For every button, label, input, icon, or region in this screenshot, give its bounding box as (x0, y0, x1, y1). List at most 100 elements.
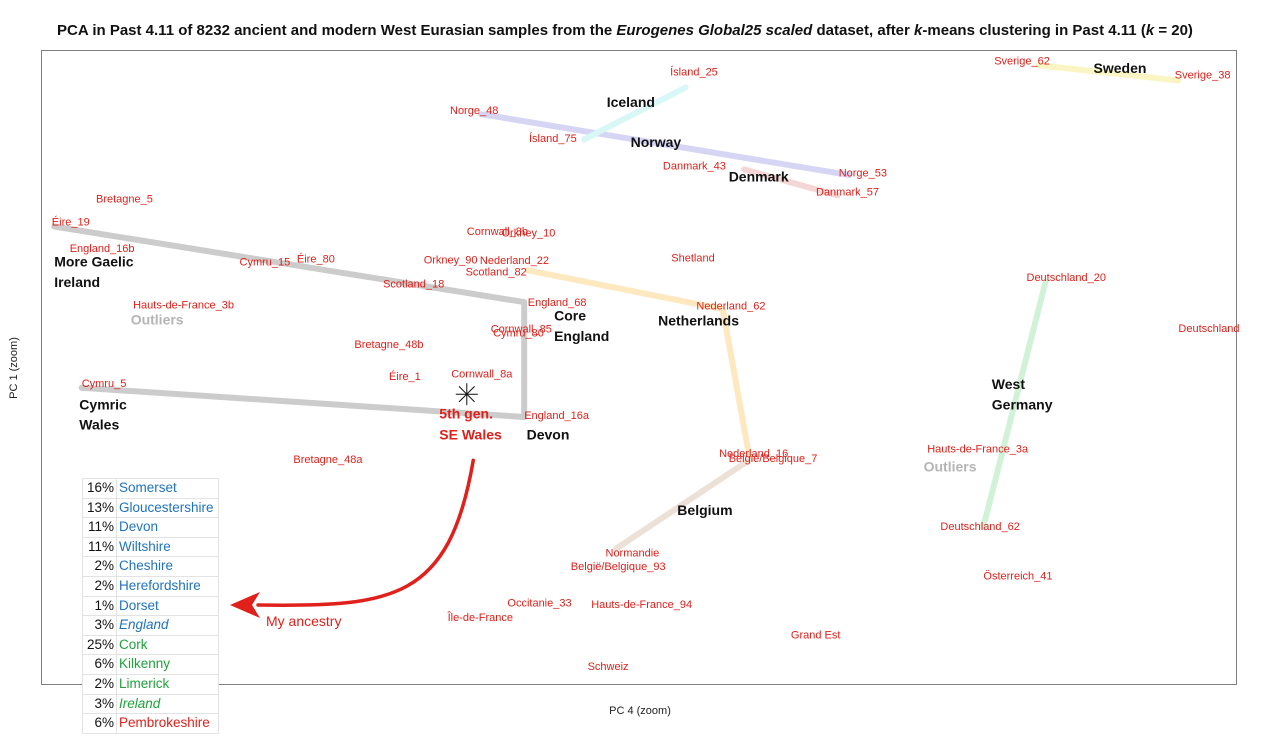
ancestry-arrow-line (256, 458, 476, 607)
cluster-path-6 (524, 267, 752, 459)
point-label-normandie: Normandie (606, 548, 660, 560)
cluster-path-1 (78, 384, 528, 420)
annotation-line-1: SE Wales (439, 426, 502, 442)
ancestry-percent: 13% (82, 497, 117, 519)
point-label-england-16a: England_16a (524, 410, 590, 422)
cluster-path-3 (581, 84, 689, 143)
ancestry-place: Cork (116, 634, 219, 656)
x-axis-label: PC 4 (zoom) (609, 705, 671, 717)
title-k2: k (1145, 22, 1155, 39)
annotation-line-0: 5th gen. (439, 405, 493, 421)
cluster-path-0 (51, 223, 528, 420)
y-axis-label: PC 1 (zoom) (8, 337, 20, 399)
ancestry-row: 11% Wiltshire (82, 536, 219, 558)
point-label-i-sland-25: Ísland_25 (670, 65, 718, 78)
point-label-danmark-43: Danmark_43 (663, 160, 726, 172)
cluster-label-netherlands: Netherlands (658, 313, 739, 329)
point-label-bretagne-48a: Bretagne_48a (293, 454, 363, 466)
point-label-orkney-10: Orkney_10 (502, 228, 556, 240)
plot-area (41, 50, 1237, 685)
cluster-label-devon: Devon (527, 426, 570, 442)
point-label-norge-48: Norge_48 (450, 105, 498, 117)
cluster-label-norway: Norway (631, 134, 682, 150)
ancestry-place: Dorset (116, 595, 219, 617)
point-label-cymru-15: Cymru_15 (240, 256, 291, 268)
cluster-label-west: West (992, 376, 1026, 392)
point-label-cornwall-8b: Cornwall_8b (467, 226, 528, 238)
point-label-i-le-de-france: Île-de-France (447, 611, 513, 624)
ancestry-place: Kilkenny (116, 654, 219, 675)
point-label-cymru-5: Cymru_5 (82, 378, 127, 390)
point-label-cymru-80: Cymru_80 (493, 327, 544, 339)
ancestry-row: 2% Cheshire (82, 556, 219, 577)
title-dataset: Eurogenes Global25 scaled (616, 22, 813, 39)
point-label-e-ire-1: Éire_1 (389, 370, 421, 383)
point-label-schweiz: Schweiz (588, 661, 629, 673)
ancestry-row: 3% England (82, 615, 219, 636)
cluster-label-ireland: Ireland (54, 274, 100, 290)
point-label-scotland-18: Scotland_18 (383, 279, 444, 291)
ancestry-table: 16% Somerset 13% Gloucestershire 11% Devon 11%… (82, 478, 219, 734)
ancestry-row: 16% Somerset (82, 478, 219, 499)
ancestry-percent: 11% (82, 517, 117, 538)
point-label-bretagne-5: Bretagne_5 (96, 193, 153, 205)
point-label-danmark-57: Danmark_57 (816, 186, 879, 198)
point-label-deutschland: Deutschland (1178, 323, 1239, 335)
ancestry-row: 6% Kilkenny (82, 654, 219, 675)
point-label-occitanie-33: Occitanie_33 (507, 597, 571, 609)
point-label-nederland-62: Nederland_62 (696, 301, 765, 313)
point-label-e-ire-80: Éire_80 (297, 253, 335, 266)
point-label-england-68: England_68 (528, 297, 587, 309)
point-label-cornwall-85: Cornwall_85 (491, 324, 552, 336)
title-k: k (914, 22, 923, 39)
ancestry-row: 25% Cork (82, 634, 219, 656)
point-label-bretagne-48b: Bretagne_48b (354, 339, 423, 351)
ancestry-row: 11% Devon (82, 517, 219, 538)
point-label-o-sterreich-41: Österreich_41 (983, 571, 1052, 583)
asterisk-marker (455, 383, 478, 406)
ancestry-place: Limerick (116, 673, 219, 695)
point-label-hauts-de-france-94: Hauts-de-France_94 (591, 599, 692, 611)
sample-marker (455, 383, 478, 406)
ancestry-row: 1% Dorset (82, 595, 219, 617)
outliers-label-1: Outliers (924, 459, 977, 475)
cluster-path-7 (613, 457, 752, 552)
ancestry-place: Somerset (116, 478, 219, 499)
asterisk-stroke-3 (458, 386, 475, 403)
cluster-path-5 (1035, 62, 1182, 84)
point-label-norge-53: Norge_53 (839, 167, 887, 179)
ancestry-percent: 16% (82, 478, 117, 499)
cluster-label-germany: Germany (992, 396, 1053, 412)
cluster-label-sweden: Sweden (1094, 60, 1147, 76)
ancestry-percent: 2% (82, 575, 117, 597)
my-ancestry-label: My ancestry (266, 613, 342, 629)
point-label-i-sland-75: Ísland_75 (529, 132, 577, 145)
title-suffix1: -means clustering in Past 4.11 ( (922, 22, 1146, 39)
ancestry-percent: 2% (82, 673, 117, 695)
ancestry-row: 2% Herefordshire (82, 575, 219, 597)
ancestry-row: 3% Ireland (82, 693, 219, 715)
point-label-cornwall-8a: Cornwall_8a (451, 369, 513, 381)
chart-title: PCA in Past 4.11 of 8232 ancient and mod… (0, 22, 1250, 39)
point-label-nederland-22: Nederland_22 (480, 255, 549, 267)
point-label-e-ire-19: Éire_19 (52, 215, 90, 228)
title-prefix: PCA in Past 4.11 of 8232 ancient and mod… (57, 22, 617, 39)
ancestry-percent: 25% (82, 634, 117, 656)
point-label-hauts-de-france-3b: Hauts-de-France_3b (133, 299, 234, 311)
title-suffix2: = 20) (1154, 22, 1193, 39)
point-label-belgie-belgique-7: België/Belgique_7 (729, 453, 818, 465)
cluster-label-belgium: Belgium (677, 502, 732, 518)
ancestry-percent: 11% (82, 536, 117, 558)
ancestry-place: Pembrokeshire (116, 713, 219, 734)
point-label-sverige-62: Sverige_62 (994, 56, 1050, 68)
ancestry-arrow (230, 458, 476, 618)
point-label-nederland-16: Nederland_16 (719, 448, 788, 460)
point-label-belgie-belgique-93: België/Belgique_93 (571, 561, 666, 573)
outliers-label-0: Outliers (131, 311, 184, 327)
point-label-grand-est: Grand Est (791, 630, 841, 642)
ancestry-place: Cheshire (116, 556, 219, 577)
point-label-deutschland-62: Deutschland_62 (940, 521, 1020, 533)
cluster-path-2 (478, 111, 853, 179)
cluster-path-4 (741, 166, 841, 199)
